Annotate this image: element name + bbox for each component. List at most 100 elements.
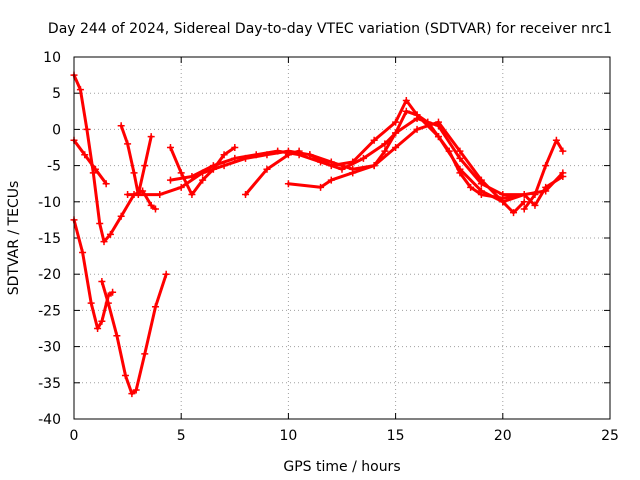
x-tick-label: 25 (601, 428, 619, 444)
y-axis-label: SDTVAR / TECUs (6, 181, 22, 296)
data-point-marker (542, 183, 550, 191)
data-point-marker (317, 183, 325, 191)
data-point-marker (531, 191, 539, 199)
data-point-marker (109, 288, 117, 296)
data-point-marker (89, 169, 97, 177)
y-tick-label: 0 (52, 122, 61, 138)
x-tick-label: 15 (387, 428, 405, 444)
data-point-marker (100, 238, 108, 246)
data-point-marker (106, 230, 114, 238)
series-trace (119, 124, 153, 197)
data-point-marker (359, 154, 367, 162)
data-point-marker (87, 299, 95, 307)
data-point-marker (327, 158, 335, 166)
data-point-marker (392, 129, 400, 137)
data-point-marker (81, 151, 89, 159)
series-track-k (306, 107, 528, 206)
data-point-marker (467, 183, 475, 191)
data-point-marker (456, 147, 464, 155)
data-point-marker (434, 133, 442, 141)
y-tick-label: -25 (38, 303, 61, 319)
data-point-marker (242, 191, 250, 199)
data-point-marker (456, 154, 464, 162)
data-point-marker (166, 176, 174, 184)
data-point-marker (520, 191, 528, 199)
series-track-e (117, 122, 155, 199)
data-point-marker (113, 332, 121, 340)
data-point-marker (559, 172, 567, 180)
data-point-marker (477, 176, 485, 184)
data-point-marker (141, 350, 149, 358)
data-point-marker (413, 111, 421, 119)
data-point-marker (559, 147, 567, 155)
data-point-marker (151, 205, 159, 213)
data-point-marker (231, 154, 239, 162)
y-tick-label: -5 (47, 159, 61, 175)
y-tick-label: -30 (38, 340, 61, 356)
data-point-marker (162, 270, 170, 278)
data-point-marker (370, 136, 378, 144)
data-point-marker (477, 187, 485, 195)
y-tick-label: 10 (43, 50, 61, 66)
data-point-marker (306, 151, 314, 159)
data-point-marker (76, 86, 84, 94)
data-point-marker (531, 201, 539, 209)
data-point-marker (117, 212, 125, 220)
data-point-marker (177, 169, 185, 177)
series-track-l (520, 136, 567, 213)
series-track-h (166, 144, 239, 199)
data-point-marker (98, 317, 106, 325)
data-point-marker (231, 144, 239, 151)
data-point-marker (456, 165, 464, 173)
x-tick-label: 10 (279, 428, 297, 444)
data-point-marker (130, 169, 138, 177)
series-trace (244, 149, 301, 197)
data-point-marker (156, 191, 164, 199)
y-tick-label: 5 (52, 86, 61, 102)
y-tick-label: -20 (38, 267, 61, 283)
y-tick-label: -35 (38, 376, 61, 392)
data-point-marker (402, 96, 410, 104)
data-point-marker (252, 151, 260, 159)
data-point-marker (510, 209, 518, 217)
data-point-marker (327, 176, 335, 184)
data-point-marker (413, 125, 421, 133)
data-point-marker (284, 180, 292, 188)
data-point-marker (188, 172, 196, 180)
data-point-marker (83, 125, 91, 133)
series-track-b (70, 136, 110, 188)
data-point-marker (79, 248, 87, 256)
data-point-marker (274, 147, 282, 155)
series-trace (308, 109, 526, 204)
data-point-marker (402, 107, 410, 115)
data-point-marker (151, 303, 159, 311)
data-point-marker (263, 165, 271, 173)
data-point-marker (132, 386, 140, 394)
data-point-marker (295, 147, 303, 155)
data-point-marker (284, 151, 292, 159)
data-point-marker (124, 140, 132, 148)
y-tick-label: -15 (38, 231, 61, 247)
data-point-marker (381, 147, 389, 155)
x-axis-label: GPS time / hours (283, 459, 400, 475)
series-trace (126, 98, 565, 200)
data-point-marker (220, 151, 228, 159)
series-trace (72, 138, 108, 186)
data-point-marker (209, 165, 217, 173)
data-point-marker (177, 183, 185, 191)
data-point-marker (424, 118, 432, 126)
series-trace (169, 117, 565, 207)
data-point-marker (370, 162, 378, 170)
data-point-marker (499, 191, 507, 199)
data-point-marker (104, 299, 112, 307)
data-point-marker (542, 162, 550, 170)
grid (74, 57, 610, 419)
data-point-marker (520, 205, 528, 213)
data-point-marker (434, 118, 442, 126)
data-point-marker (552, 136, 560, 144)
data-point-marker (128, 390, 136, 398)
series-track-c (70, 216, 117, 332)
axis-ticks: 0 5 10 15 20 25 10 5 0 -5 -10 -15 -20 -25 -30 -35 -40 (38, 50, 619, 444)
data-point-marker (96, 220, 104, 228)
